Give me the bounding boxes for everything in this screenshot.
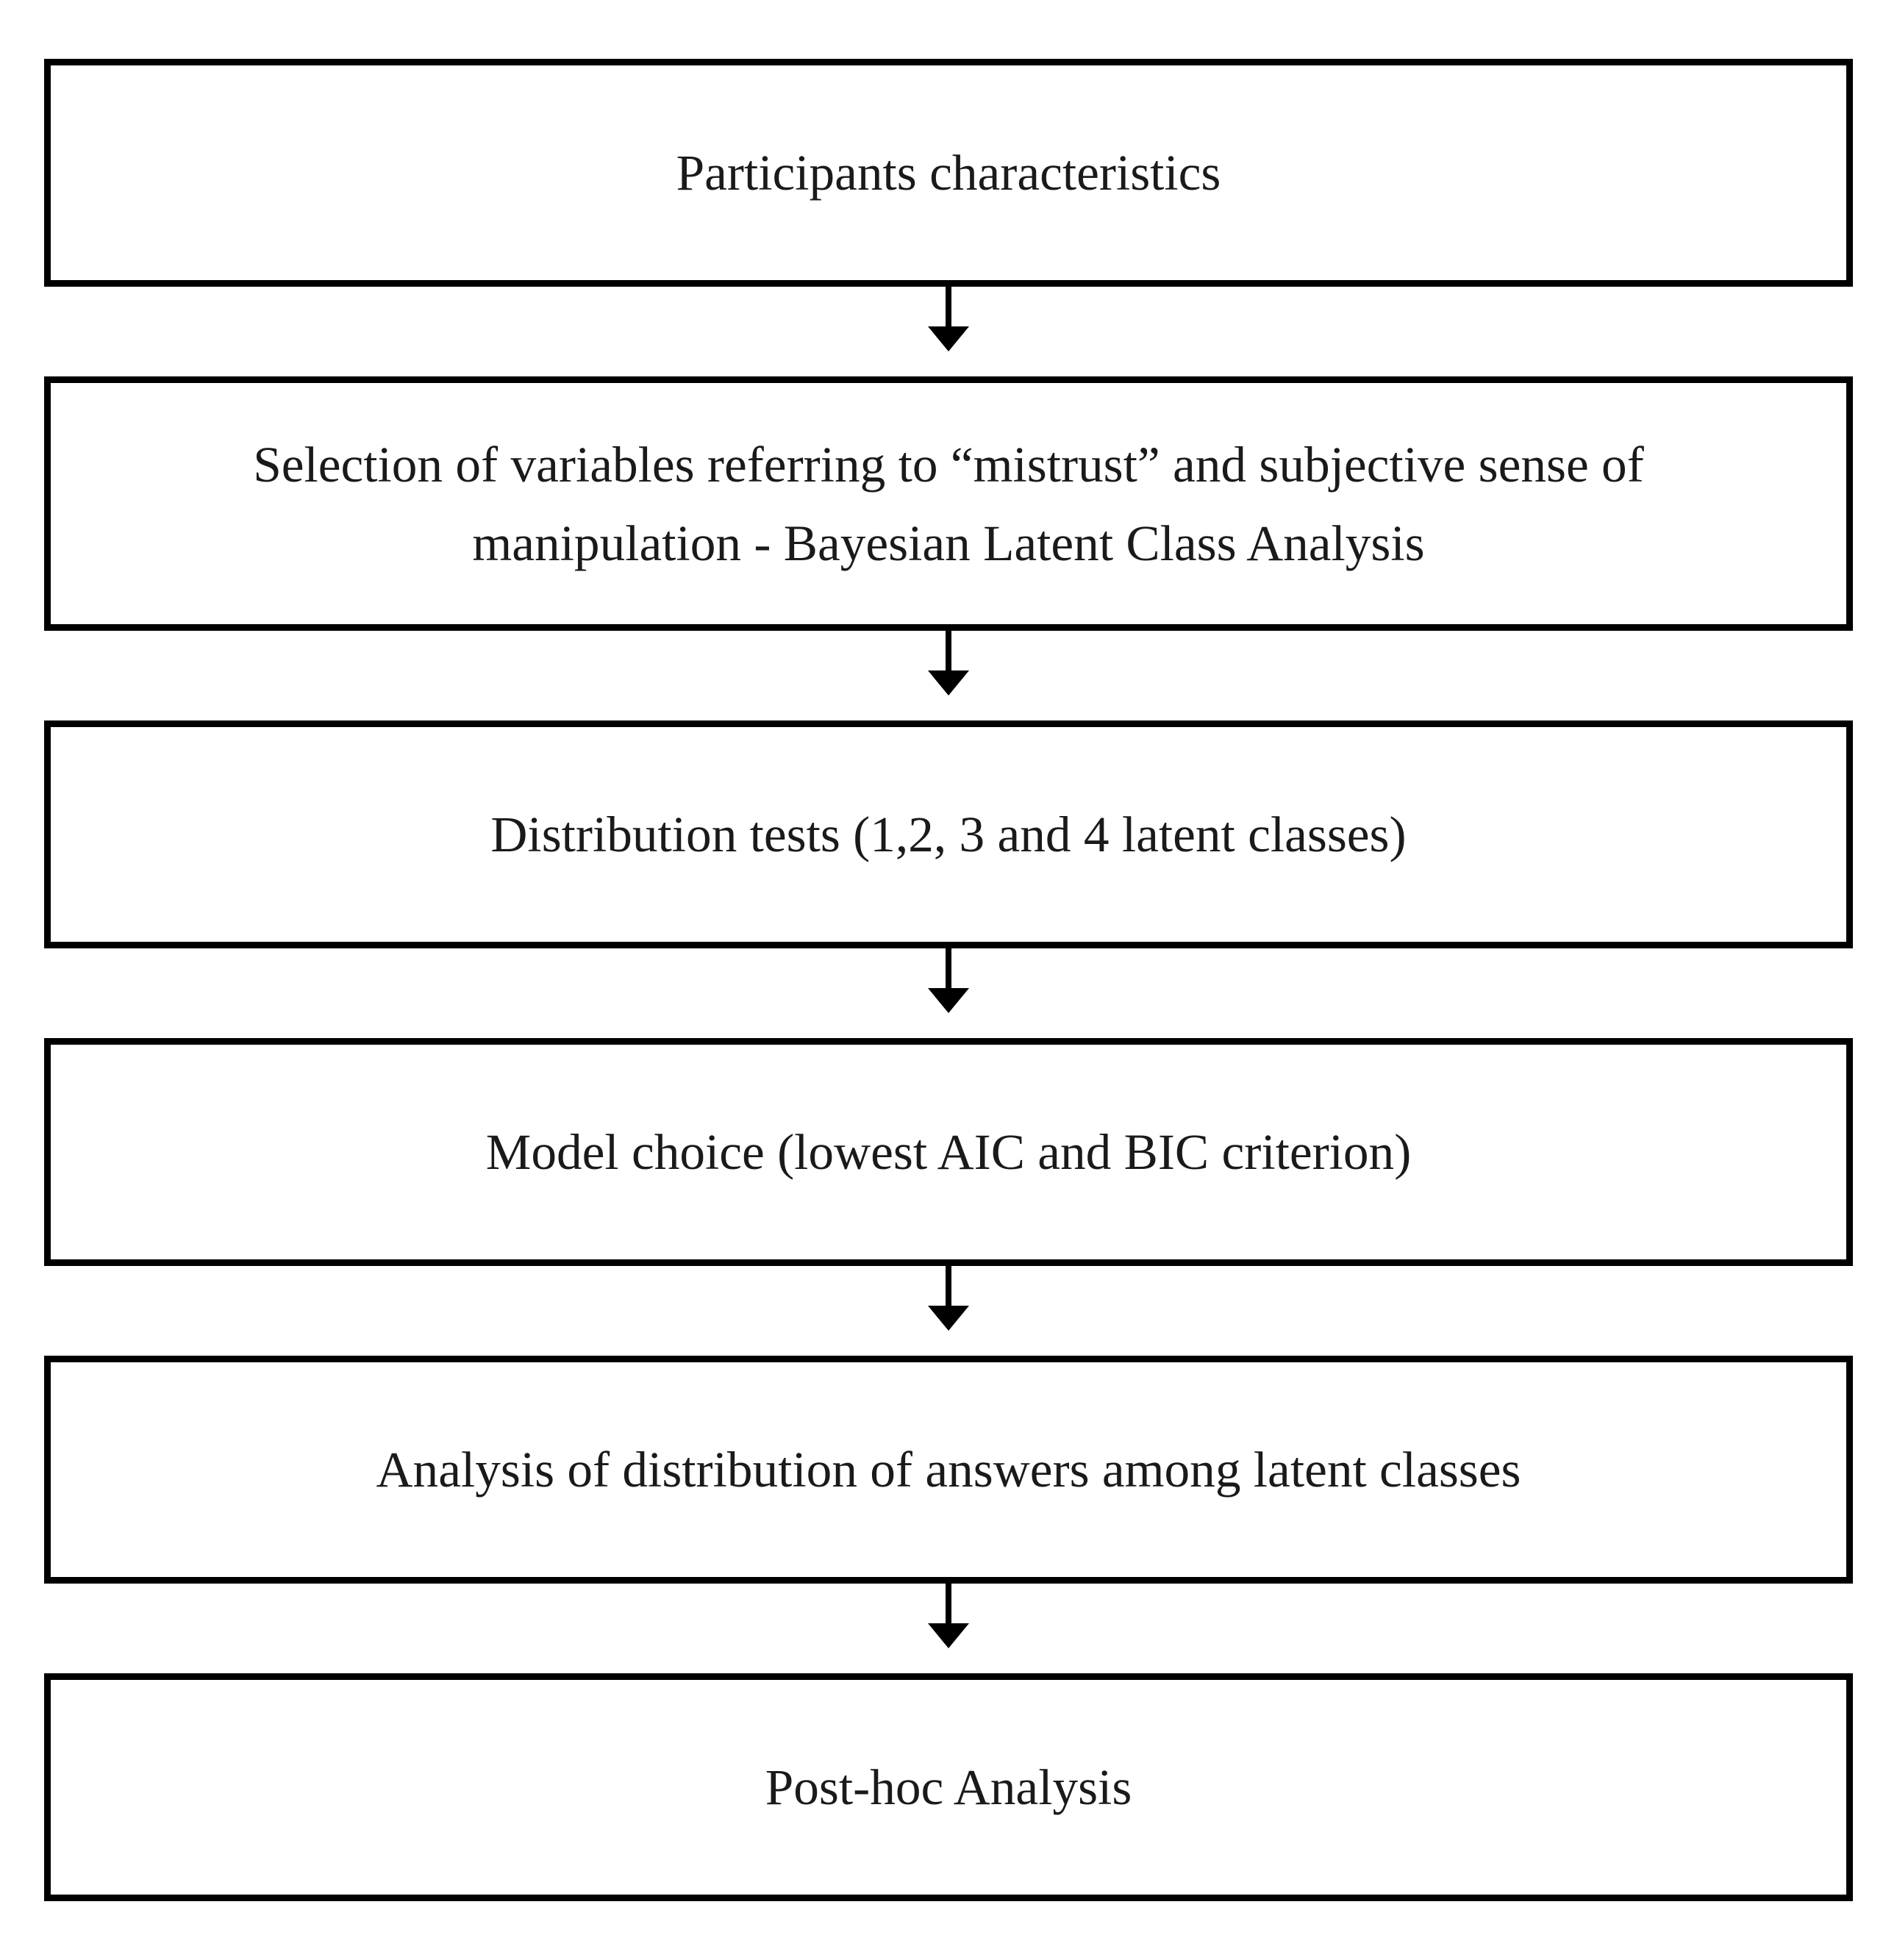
connector-line xyxy=(946,287,951,326)
flowchart-connector xyxy=(928,1584,969,1648)
arrow-down-icon xyxy=(928,670,969,695)
arrow-down-icon xyxy=(928,326,969,351)
flowchart-node-label: Model choice (lowest AIC and BIC criteri… xyxy=(486,1112,1412,1191)
flowchart-connector xyxy=(928,1266,969,1331)
flowchart-node-label: Participants characteristics xyxy=(676,133,1221,212)
flowchart-connector xyxy=(928,948,969,1013)
arrow-down-icon xyxy=(928,1623,969,1648)
connector-line xyxy=(946,948,951,988)
arrow-down-icon xyxy=(928,988,969,1013)
flowchart-connector xyxy=(928,631,969,695)
flowchart-node-model-choice: Model choice (lowest AIC and BIC criteri… xyxy=(44,1038,1853,1266)
flowchart-connector xyxy=(928,287,969,351)
flowchart-node-label: Selection of variables referring to “mis… xyxy=(117,425,1780,583)
connector-line xyxy=(946,1266,951,1306)
arrow-down-icon xyxy=(928,1306,969,1331)
flowchart-node-selection: Selection of variables referring to “mis… xyxy=(44,376,1853,631)
flowchart-node-posthoc: Post-hoc Analysis xyxy=(44,1673,1853,1901)
flowchart-node-analysis: Analysis of distribution of answers amon… xyxy=(44,1356,1853,1584)
connector-line xyxy=(946,1584,951,1623)
flowchart-container: Participants characteristics Selection o… xyxy=(44,59,1853,1901)
flowchart-node-label: Post-hoc Analysis xyxy=(765,1748,1132,1826)
flowchart-node-participants: Participants characteristics xyxy=(44,59,1853,287)
flowchart-node-label: Analysis of distribution of answers amon… xyxy=(376,1430,1521,1509)
connector-line xyxy=(946,631,951,670)
flowchart-node-distribution: Distribution tests (1,2, 3 and 4 latent … xyxy=(44,720,1853,948)
flowchart-node-label: Distribution tests (1,2, 3 and 4 latent … xyxy=(490,795,1406,873)
